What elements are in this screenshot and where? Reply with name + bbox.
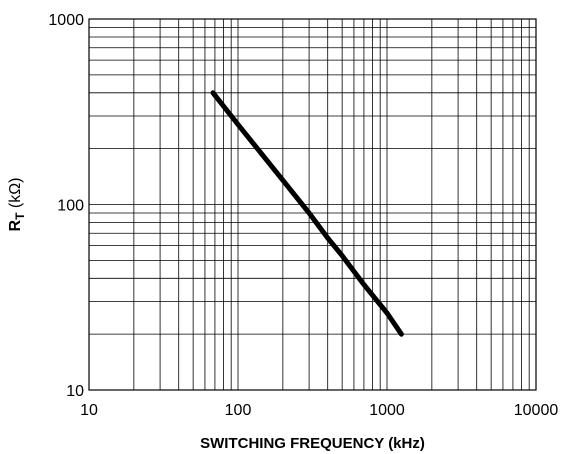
x-tick-label: 10000 <box>514 402 559 419</box>
y-tick-label: 1000 <box>48 12 84 29</box>
y-axis-title-unit: (kΩ) <box>7 178 24 213</box>
x-tick-label: 1000 <box>369 402 405 419</box>
y-axis-title-subscript: T <box>13 212 27 220</box>
y-tick-labels: 10 100 1000 <box>48 12 84 400</box>
series-layer <box>210 90 404 337</box>
x-axis-title: SWITCHING FREQUENCY (kHz) <box>200 435 425 452</box>
y-tick-label: 10 <box>66 383 84 400</box>
series-line <box>210 90 404 337</box>
plot-area-frame <box>88 18 537 391</box>
grid <box>89 19 536 390</box>
y-tick-label: 100 <box>57 198 84 215</box>
x-tick-labels: 10 100 1000 10000 <box>80 402 558 419</box>
x-tick-label: 100 <box>225 402 252 419</box>
x-tick-label: 10 <box>80 402 98 419</box>
y-axis-title-main: R <box>7 219 24 231</box>
y-axis-title: RT (kΩ) <box>7 178 27 232</box>
